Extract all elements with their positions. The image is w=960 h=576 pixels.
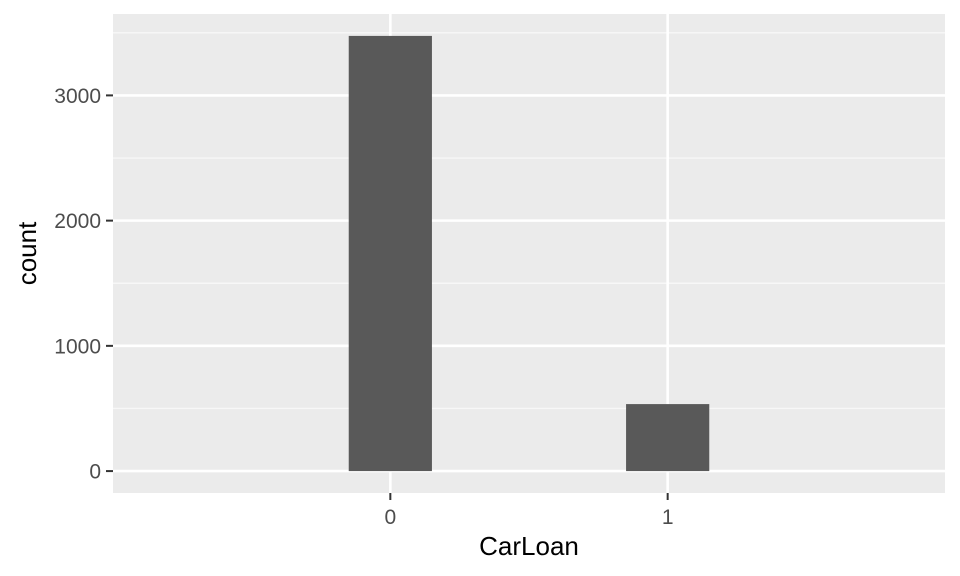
y-tick-label: 1000 bbox=[54, 335, 101, 358]
bar-1 bbox=[626, 404, 710, 472]
y-tick-label: 2000 bbox=[54, 210, 101, 233]
x-axis-title: CarLoan bbox=[479, 531, 579, 561]
y-tick-label: 3000 bbox=[54, 85, 101, 108]
bars bbox=[348, 35, 710, 472]
x-tick-label: 1 bbox=[662, 506, 674, 529]
y-tick-label: 0 bbox=[89, 461, 101, 484]
minor-gridlines bbox=[113, 32, 945, 410]
x-tick-label: 0 bbox=[384, 506, 396, 529]
y-axis: 0 1000 2000 3000 bbox=[54, 85, 113, 484]
bar-0 bbox=[348, 35, 432, 472]
y-axis-title: count bbox=[12, 221, 42, 285]
plot-panel bbox=[113, 14, 945, 493]
